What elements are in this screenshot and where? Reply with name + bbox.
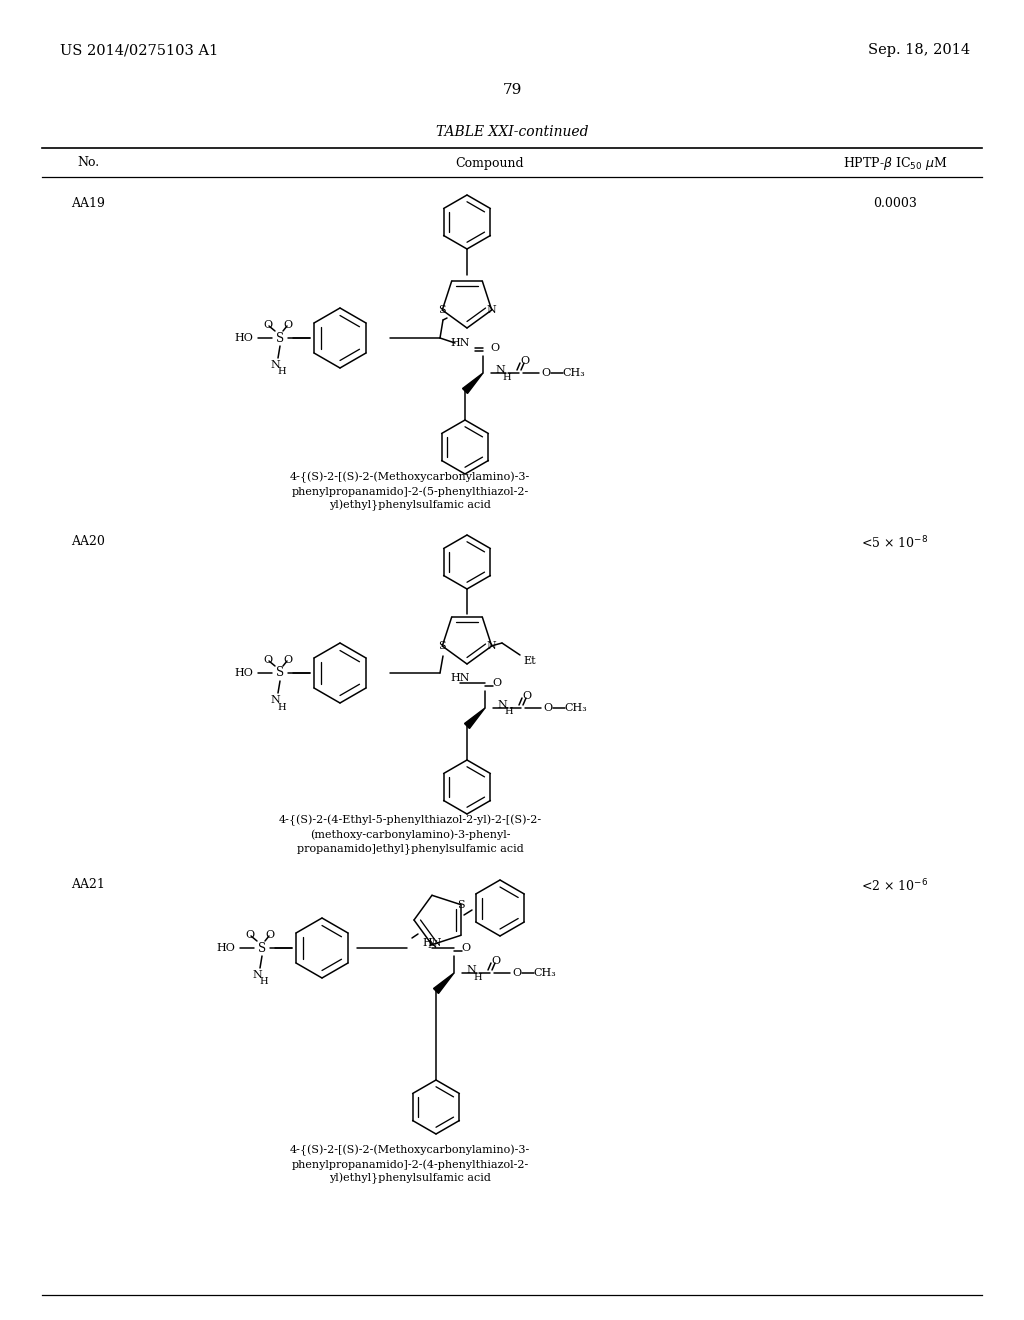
Text: 4-{(S)-2-[(S)-2-(Methoxycarbonylamino)-3-: 4-{(S)-2-[(S)-2-(Methoxycarbonylamino)-3… [290,473,530,483]
Text: US 2014/0275103 A1: US 2014/0275103 A1 [60,44,218,57]
Text: O: O [284,655,293,665]
Text: H: H [278,702,287,711]
Text: N: N [486,642,497,651]
Text: 0.0003: 0.0003 [873,197,916,210]
Text: N: N [496,366,505,375]
Text: O: O [520,356,529,366]
Text: N: N [270,696,280,705]
Text: O: O [493,678,502,688]
Text: HN: HN [450,673,469,682]
Text: Sep. 18, 2014: Sep. 18, 2014 [868,44,970,57]
Text: HN: HN [422,939,441,948]
Text: AA21: AA21 [71,878,104,891]
Text: 79: 79 [503,83,521,96]
Text: H: H [278,367,287,376]
Text: O: O [263,655,272,665]
Text: O: O [265,931,274,940]
Text: N: N [270,360,280,370]
Text: S: S [275,667,284,680]
Text: HO: HO [234,668,253,678]
Text: O: O [462,942,471,953]
Text: N: N [466,965,476,975]
Text: yl)ethyl}phenylsulfamic acid: yl)ethyl}phenylsulfamic acid [329,1173,490,1184]
Text: propanamido]ethyl}phenylsulfamic acid: propanamido]ethyl}phenylsulfamic acid [297,843,523,854]
Text: Et: Et [523,656,537,667]
Text: H: H [260,978,268,986]
Text: N: N [252,970,262,979]
Text: O: O [284,319,293,330]
Text: O: O [522,690,531,701]
Text: HPTP-$\beta$ IC$_{50}$ $\mu$M: HPTP-$\beta$ IC$_{50}$ $\mu$M [843,154,947,172]
Text: N: N [486,305,497,315]
Text: S: S [458,900,465,909]
Text: O: O [544,704,553,713]
Polygon shape [463,374,483,393]
Text: O: O [542,368,551,378]
Text: S: S [438,305,446,315]
Text: H: H [505,708,513,717]
Text: 4-{(S)-2-[(S)-2-(Methoxycarbonylamino)-3-: 4-{(S)-2-[(S)-2-(Methoxycarbonylamino)-3… [290,1144,530,1156]
Text: O: O [246,931,255,940]
Text: (methoxy-carbonylamino)-3-phenyl-: (methoxy-carbonylamino)-3-phenyl- [309,829,510,840]
Text: CH₃: CH₃ [564,704,588,713]
Polygon shape [465,708,485,729]
Text: HO: HO [234,333,253,343]
Text: S: S [275,331,284,345]
Text: <2 × 10$^{-6}$: <2 × 10$^{-6}$ [861,878,929,895]
Text: O: O [512,968,521,978]
Text: H: H [474,973,482,982]
Text: phenylpropanamido]-2-(4-phenylthiazol-2-: phenylpropanamido]-2-(4-phenylthiazol-2- [292,1159,528,1170]
Text: N: N [497,700,507,710]
Text: No.: No. [77,157,99,169]
Text: TABLE XXI-continued: TABLE XXI-continued [436,125,588,139]
Text: N: N [427,940,437,949]
Text: O: O [263,319,272,330]
Text: S: S [258,941,266,954]
Text: phenylpropanamido]-2-(5-phenylthiazol-2-: phenylpropanamido]-2-(5-phenylthiazol-2- [292,486,528,496]
Text: 4-{(S)-2-(4-Ethyl-5-phenylthiazol-2-yl)-2-[(S)-2-: 4-{(S)-2-(4-Ethyl-5-phenylthiazol-2-yl)-… [279,814,542,826]
Text: CH₃: CH₃ [562,368,586,378]
Text: O: O [490,343,500,352]
Text: yl)ethyl}phenylsulfamic acid: yl)ethyl}phenylsulfamic acid [329,500,490,511]
Text: CH₃: CH₃ [534,968,556,978]
Text: O: O [492,956,501,966]
Text: AA19: AA19 [71,197,104,210]
Text: HO: HO [216,942,234,953]
Text: AA20: AA20 [71,535,104,548]
Polygon shape [433,973,454,994]
Text: <5 × 10$^{-8}$: <5 × 10$^{-8}$ [861,535,929,552]
Text: HN: HN [450,338,469,348]
Text: Compound: Compound [456,157,524,169]
Text: H: H [503,372,511,381]
Text: S: S [438,642,446,651]
